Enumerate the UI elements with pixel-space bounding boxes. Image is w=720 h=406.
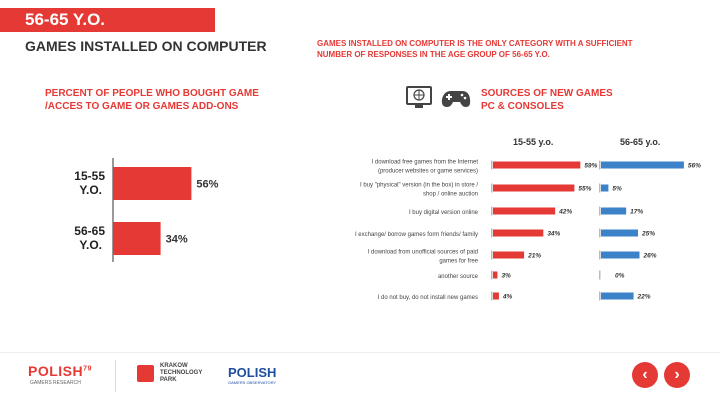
bar-label-56-65-6: 22% [637,294,651,301]
source-category-label-4-1: games for free [439,259,478,265]
bar-56-65-0 [601,161,684,169]
right-chart-title-line1: SOURCES OF NEW GAMES [481,88,613,99]
page-subtitle: GAMES INSTALLED ON COMPUTER [25,38,267,54]
bar-label-56-65-2: 17% [630,209,643,216]
bar-56-65-2 [601,207,627,215]
bar-15-55-2 [493,207,556,215]
source-category-label-2-0: I buy digital version online [409,210,479,216]
blue-axis-tick-1 [599,183,601,193]
bar-15-55-5 [493,271,498,279]
krakow-tech-park-logo: KRAKOW TECHNOLOGY PARK [160,363,203,383]
page-title: 56-65 Y.O. [0,8,215,32]
source-category-label-1-0: I buy "physical" version (in the box) in… [360,183,478,189]
bar-label-56-65-4: 26% [642,253,656,260]
chevron-left-icon: ‹ [642,366,648,383]
source-category-label-4-0: I download from unofficial sources of pa… [368,250,478,256]
bar-56-65-3 [601,229,638,237]
right-chart-title: SOURCES OF NEW GAMES PC & CONSOLES [481,87,613,113]
next-slide-button[interactable]: › [664,362,690,388]
red-axis-tick-4 [491,250,493,260]
bar-56-65-6 [601,292,634,300]
footer-divider [0,352,720,353]
krakow-tech-park-icon [137,365,154,382]
series-header-15-55: 15-55 y.o. [513,137,554,147]
bar-56-65-4 [601,251,640,259]
left-bar-1 [113,222,161,255]
series-header-56-65: 56-65 y.o. [620,137,661,147]
left-bar-label-0: 56% [196,179,218,191]
chevron-right-icon: › [674,366,680,383]
source-category-label-0-0: I download free games from the Internet [372,160,479,166]
source-category-label-5-0: another source [438,274,479,280]
polish-gamers-research-sub: GAMERS RESEARCH [30,380,81,386]
bar-15-55-0 [493,161,581,169]
bar-label-15-55-4: 21% [527,253,541,260]
right-chart-title-line2: PC & CONSOLES [481,101,564,112]
bar-15-55-3 [493,229,544,237]
bar-label-15-55-6: 4% [502,294,513,301]
left-category-label-line2-0: Y.O. [79,183,102,197]
bar-15-55-1 [493,184,575,192]
prev-slide-button[interactable]: ‹ [632,362,658,388]
bar-label-15-55-1: 55% [578,186,591,193]
bar-label-15-55-5: 3% [501,273,511,280]
bar-label-56-65-3: 25% [641,231,655,238]
left-category-label-line2-1: Y.O. [79,238,102,252]
bar-label-15-55-2: 42% [558,209,572,216]
gamepad-icon [441,91,471,107]
source-category-label-6-0: I do not buy, do not install new games [378,295,478,301]
left-bar-label-1: 34% [166,234,188,246]
bar-56-65-1 [601,184,609,192]
red-axis-tick-6 [491,291,493,301]
blue-axis-tick-3 [599,228,601,238]
red-axis-tick-1 [491,183,493,193]
bar-label-56-65-1: 5% [612,186,622,193]
blue-axis-tick-4 [599,250,601,260]
blue-axis-tick-5 [599,270,601,280]
left-chart-title: PERCENT OF PEOPLE WHO BOUGHT GAME /ACCES… [45,88,259,112]
bar-label-15-55-3: 34% [547,231,560,238]
note-text: GAMES INSTALLED ON COMPUTER IS THE ONLY … [317,39,633,59]
computer-icon [406,86,432,108]
blue-axis-tick-0 [599,160,601,170]
polish-gamers-observatory-logo: POLISH [228,365,277,380]
source-category-label-0-1: (producer websites or game services) [378,169,478,175]
left-bar-0 [113,167,192,200]
source-category-label-1-1: shop / online auction [423,192,478,198]
bar-15-55-6 [493,292,499,300]
red-axis-tick-5 [491,270,493,280]
bar-label-56-65-5: 0% [615,273,625,280]
source-category-label-3-0: I exchange/ borrow games form friends/ f… [355,232,478,238]
polish-gamers-observatory-sub: GAMERS OBSERVATORY [228,380,277,385]
bar-label-56-65-0: 56% [688,163,701,170]
bar-15-55-4 [493,251,525,259]
left-category-label-1: 56-65 [74,224,105,238]
red-axis-tick-3 [491,228,493,238]
blue-axis-tick-2 [599,206,601,216]
blue-axis-tick-6 [599,291,601,301]
left-category-label-0: 15-55 [74,169,105,183]
polish-gamers-research-logo: POLISH79 [28,363,92,379]
red-axis-tick-2 [491,206,493,216]
red-axis-tick-0 [491,160,493,170]
footer-separator [115,360,116,392]
bar-label-15-55-0: 59% [584,163,597,170]
